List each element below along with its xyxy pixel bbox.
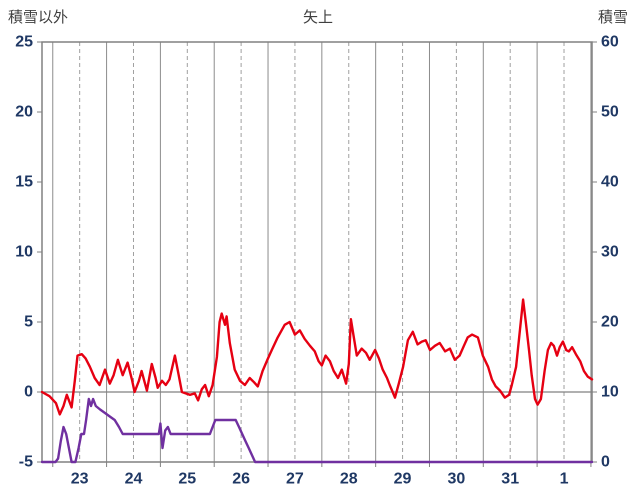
right-axis-title: 積雪 <box>597 9 628 26</box>
right-axis-tick-label: 20 <box>601 314 619 331</box>
left-axis-title: 積雪以外 <box>8 9 69 26</box>
left-axis-tick-label: 0 <box>24 384 33 401</box>
left-axis-tick-label: 10 <box>15 244 33 261</box>
x-axis-tick-label: 30 <box>447 471 465 488</box>
series-line-right <box>40 397 594 464</box>
left-axis-tick-label: -5 <box>19 454 33 471</box>
x-axis-tick-label: 31 <box>501 471 519 488</box>
x-axis-tick-label: 27 <box>286 471 304 488</box>
left-axis-tick-label: 20 <box>15 104 33 121</box>
x-axis-tick-label: 29 <box>394 471 412 488</box>
x-axis-tick-label: 25 <box>178 471 196 488</box>
right-axis-tick-label: 60 <box>601 34 619 51</box>
x-axis-tick-label: 23 <box>71 471 89 488</box>
right-axis-tick-label: 30 <box>601 244 619 261</box>
left-axis-tick-label: 15 <box>15 174 33 191</box>
right-axis-tick-label: 50 <box>601 104 619 121</box>
series-line-left <box>40 298 594 416</box>
x-axis-tick-label: 1 <box>560 471 569 488</box>
right-axis-tick-label: 0 <box>601 454 610 471</box>
left-axis-tick-label: 25 <box>15 34 33 51</box>
right-axis-tick-label: 40 <box>601 174 619 191</box>
chart-title: 矢上 <box>302 9 333 26</box>
right-axis-tick-label: 10 <box>601 384 619 401</box>
x-axis-tick-label: 24 <box>125 471 143 488</box>
plot-border <box>41 41 593 463</box>
left-axis-tick-label: 5 <box>24 314 33 331</box>
x-axis-tick-label: 26 <box>232 471 250 488</box>
x-axis-tick-label: 28 <box>340 471 358 488</box>
